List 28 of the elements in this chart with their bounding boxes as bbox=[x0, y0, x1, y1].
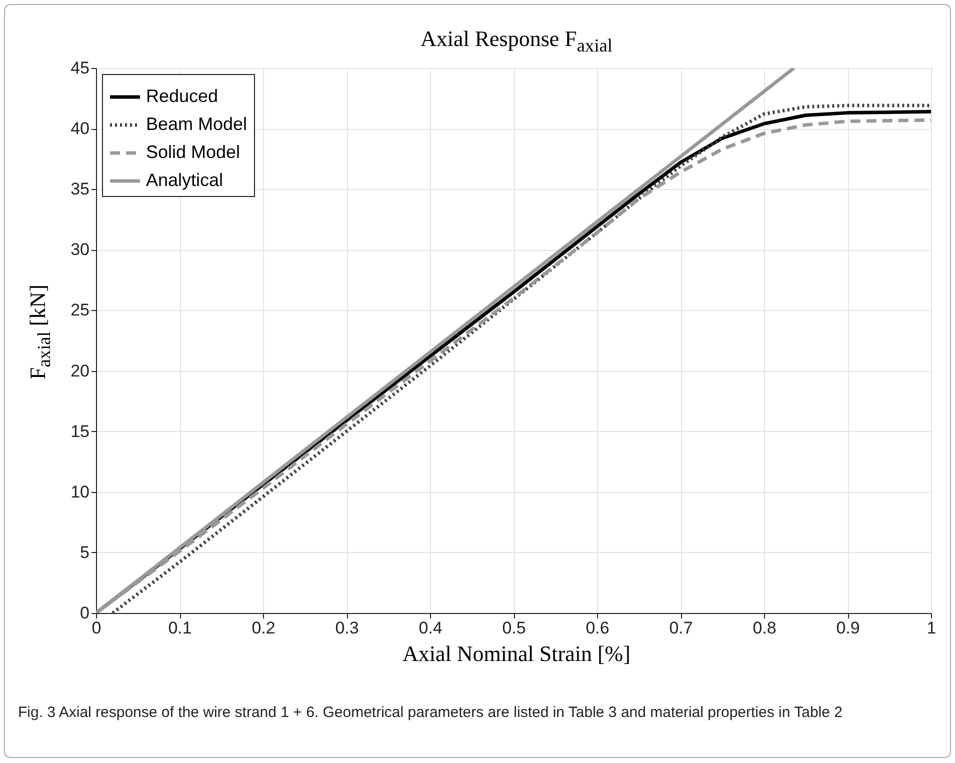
y-tick-label: 35 bbox=[70, 180, 90, 199]
y-tick-label: 25 bbox=[70, 300, 90, 320]
y-tick-label: 30 bbox=[70, 240, 90, 260]
x-tick-label: 0.1 bbox=[168, 618, 192, 638]
x-tick-label: 0.8 bbox=[752, 618, 776, 638]
legend-label: Solid Model bbox=[146, 142, 240, 162]
x-tick-label: 0 bbox=[92, 618, 102, 638]
x-tick-label: 0.6 bbox=[586, 618, 610, 638]
caption: Fig. 3 Axial response of the wire strand 1 + 6. Geometrical parameters are listed in Table 3 and material properties in Table 2 bbox=[18, 703, 844, 723]
y-tick-label: 40 bbox=[70, 119, 90, 138]
y-tick-label: 10 bbox=[70, 482, 90, 502]
legend-label: Reduced bbox=[146, 86, 218, 106]
x-tick-label: 0.9 bbox=[836, 618, 860, 638]
x-tick-label: 0.7 bbox=[669, 618, 693, 638]
chart-title: Axial Response F$_{axial}$ bbox=[419, 26, 614, 56]
x-tick-label: 1 bbox=[926, 618, 936, 638]
x-tick-label: 0.3 bbox=[335, 618, 359, 638]
legend-label: Beam Model bbox=[146, 114, 248, 134]
x-tick-label: 0.2 bbox=[252, 618, 276, 638]
y-tick-label: 45 bbox=[70, 58, 90, 78]
y-tick-label: 5 bbox=[80, 542, 90, 562]
y-tick-label: 20 bbox=[70, 361, 90, 380]
x-tick-label: 0.5 bbox=[502, 618, 526, 638]
x-tick-label: 0.4 bbox=[418, 618, 442, 638]
x-axis-title: Axial Nominal Strain [%] bbox=[402, 641, 632, 667]
legend-label: Analytical bbox=[146, 170, 224, 190]
y-tick-label: 15 bbox=[70, 422, 90, 441]
y-tick-label: 0 bbox=[80, 604, 90, 622]
